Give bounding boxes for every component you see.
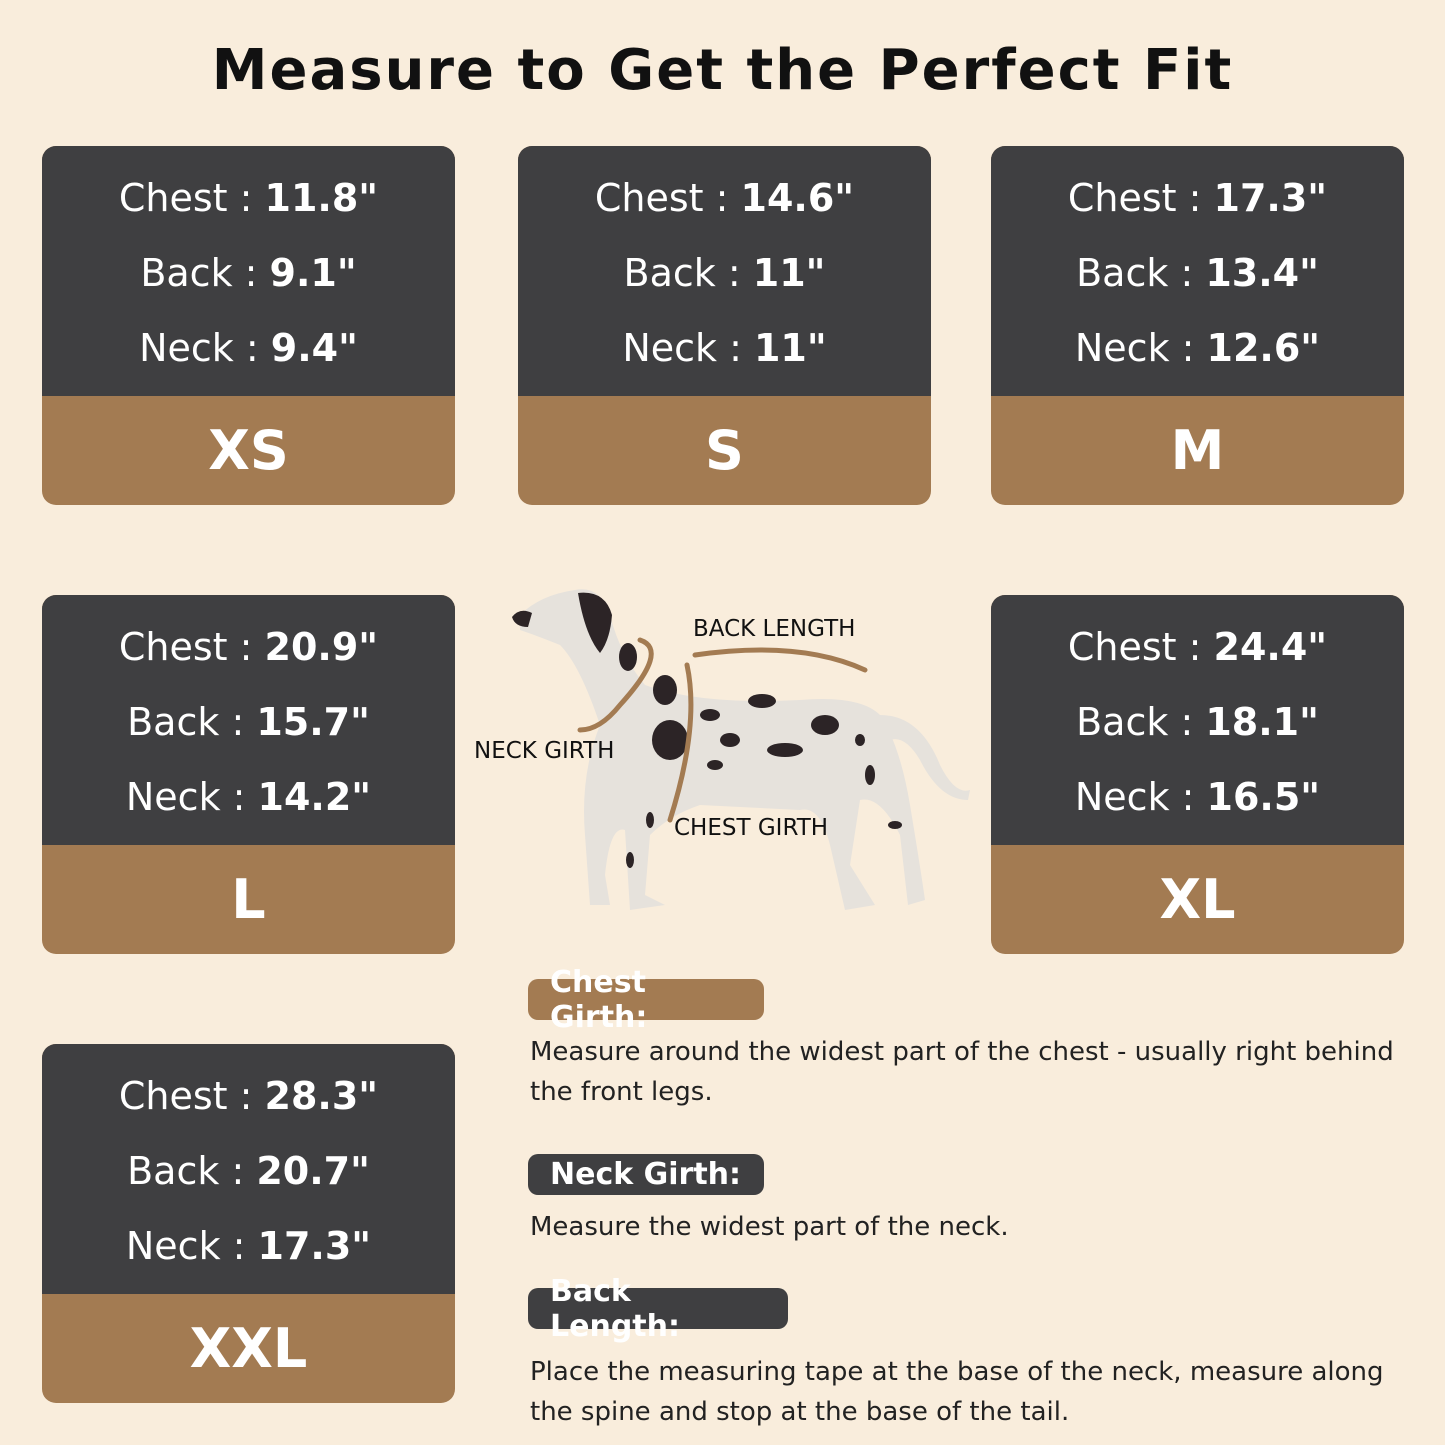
size-label: S <box>705 419 744 482</box>
back-measurement: Back : 20.7" <box>42 1152 455 1190</box>
chest-girth-label: CHEST GIRTH <box>674 815 829 841</box>
chest-value: 20.9" <box>264 624 379 669</box>
back-value: 18.1" <box>1205 699 1319 744</box>
back-value: 13.4" <box>1205 250 1319 295</box>
back-label: Back : <box>140 250 270 295</box>
chest-label: Chest : <box>594 175 741 220</box>
neck-measurement: Neck : 11" <box>518 329 931 367</box>
size-card-m: Chest : 17.3" Back : 13.4" Neck : 12.6" M <box>991 146 1404 505</box>
measurements: Chest : 24.4" Back : 18.1" Neck : 16.5" <box>991 595 1404 845</box>
measurements: Chest : 20.9" Back : 15.7" Neck : 14.2" <box>42 595 455 845</box>
neck-measurement: Neck : 17.3" <box>42 1227 455 1265</box>
neck-label: Neck : <box>1074 326 1207 371</box>
neck-value: 14.2" <box>257 775 372 820</box>
neck-label: Neck : <box>139 326 271 371</box>
chest-value: 17.3" <box>1213 175 1328 220</box>
back-label: Back : <box>127 699 257 744</box>
chest-value: 11.8" <box>264 175 379 220</box>
chest-girth-heading: Chest Girth: <box>528 965 764 1035</box>
measurements: Chest : 28.3" Back : 20.7" Neck : 17.3" <box>42 1044 455 1294</box>
chest-measurement: Chest : 24.4" <box>991 628 1404 666</box>
neck-label: Neck : <box>622 326 754 371</box>
measurements: Chest : 17.3" Back : 13.4" Neck : 12.6" <box>991 146 1404 396</box>
chest-label: Chest : <box>118 624 265 669</box>
neck-label: Neck : <box>125 775 258 820</box>
size-card-s: Chest : 14.6" Back : 11" Neck : 11" S <box>518 146 931 505</box>
chest-label: Chest : <box>118 1073 265 1118</box>
chest-value: 14.6" <box>740 175 855 220</box>
neck-label: Neck : <box>1074 775 1207 820</box>
dalmatian-illustration <box>512 589 970 910</box>
back-measurement: Back : 18.1" <box>991 703 1404 741</box>
back-label: Back : <box>623 250 753 295</box>
back-value: 9.1" <box>269 250 357 295</box>
size-card-xl: Chest : 24.4" Back : 18.1" Neck : 16.5" XL <box>991 595 1404 954</box>
neck-measurement: Neck : 9.4" <box>42 329 455 367</box>
chest-measurement: Chest : 17.3" <box>991 179 1404 217</box>
chest-measurement: Chest : 20.9" <box>42 628 455 666</box>
back-value: 15.7" <box>256 699 370 744</box>
chest-label: Chest : <box>118 175 265 220</box>
back-measurement: Back : 11" <box>518 254 931 292</box>
chest-measurement: Chest : 14.6" <box>518 179 931 217</box>
size-card-xxl: Chest : 28.3" Back : 20.7" Neck : 17.3" XXL <box>42 1044 455 1403</box>
back-label: Back : <box>127 1148 257 1193</box>
size-label: XL <box>1159 868 1236 931</box>
neck-measurement: Neck : 14.2" <box>42 778 455 816</box>
neck-value: 9.4" <box>270 326 358 371</box>
back-value: 20.7" <box>256 1148 370 1193</box>
neck-measurement: Neck : 16.5" <box>991 778 1404 816</box>
back-value: 11" <box>752 250 826 295</box>
back-length-label: BACK LENGTH <box>693 616 856 642</box>
chest-label: Chest : <box>1067 624 1214 669</box>
back-measurement: Back : 15.7" <box>42 703 455 741</box>
neck-value: 12.6" <box>1206 326 1321 371</box>
size-label: XXL <box>189 1317 308 1380</box>
back-label: Back : <box>1076 250 1206 295</box>
back-measurement: Back : 13.4" <box>991 254 1404 292</box>
chest-girth-description: Measure around the widest part of the ch… <box>530 1037 1394 1107</box>
size-label: XS <box>208 419 289 482</box>
back-length-description: Place the measuring tape at the base of … <box>530 1357 1384 1427</box>
size-label: M <box>1170 419 1225 482</box>
back-label: Back : <box>1076 699 1206 744</box>
neck-value: 16.5" <box>1206 775 1321 820</box>
back-length-heading: Back Length: <box>528 1274 788 1344</box>
neck-girth-heading: Neck Girth: <box>528 1154 764 1195</box>
size-label: L <box>231 868 266 931</box>
neck-value: 17.3" <box>257 1224 372 1269</box>
neck-value: 11" <box>753 326 827 371</box>
neck-measurement: Neck : 12.6" <box>991 329 1404 367</box>
size-card-xs: Chest : 11.8" Back : 9.1" Neck : 9.4" XS <box>42 146 455 505</box>
chest-value: 24.4" <box>1213 624 1328 669</box>
neck-girth-label: NECK GIRTH <box>474 738 615 764</box>
chest-measurement: Chest : 28.3" <box>42 1077 455 1115</box>
chest-measurement: Chest : 11.8" <box>42 179 455 217</box>
measurements: Chest : 11.8" Back : 9.1" Neck : 9.4" <box>42 146 455 396</box>
page-title: Measure to Get the Perfect Fit <box>211 38 1234 103</box>
measurements: Chest : 14.6" Back : 11" Neck : 11" <box>518 146 931 396</box>
back-measurement: Back : 9.1" <box>42 254 455 292</box>
size-card-l: Chest : 20.9" Back : 15.7" Neck : 14.2" L <box>42 595 455 954</box>
neck-label: Neck : <box>125 1224 258 1269</box>
neck-girth-description: Measure the widest part of the neck. <box>530 1212 1009 1242</box>
chest-label: Chest : <box>1067 175 1214 220</box>
chest-value: 28.3" <box>264 1073 379 1118</box>
